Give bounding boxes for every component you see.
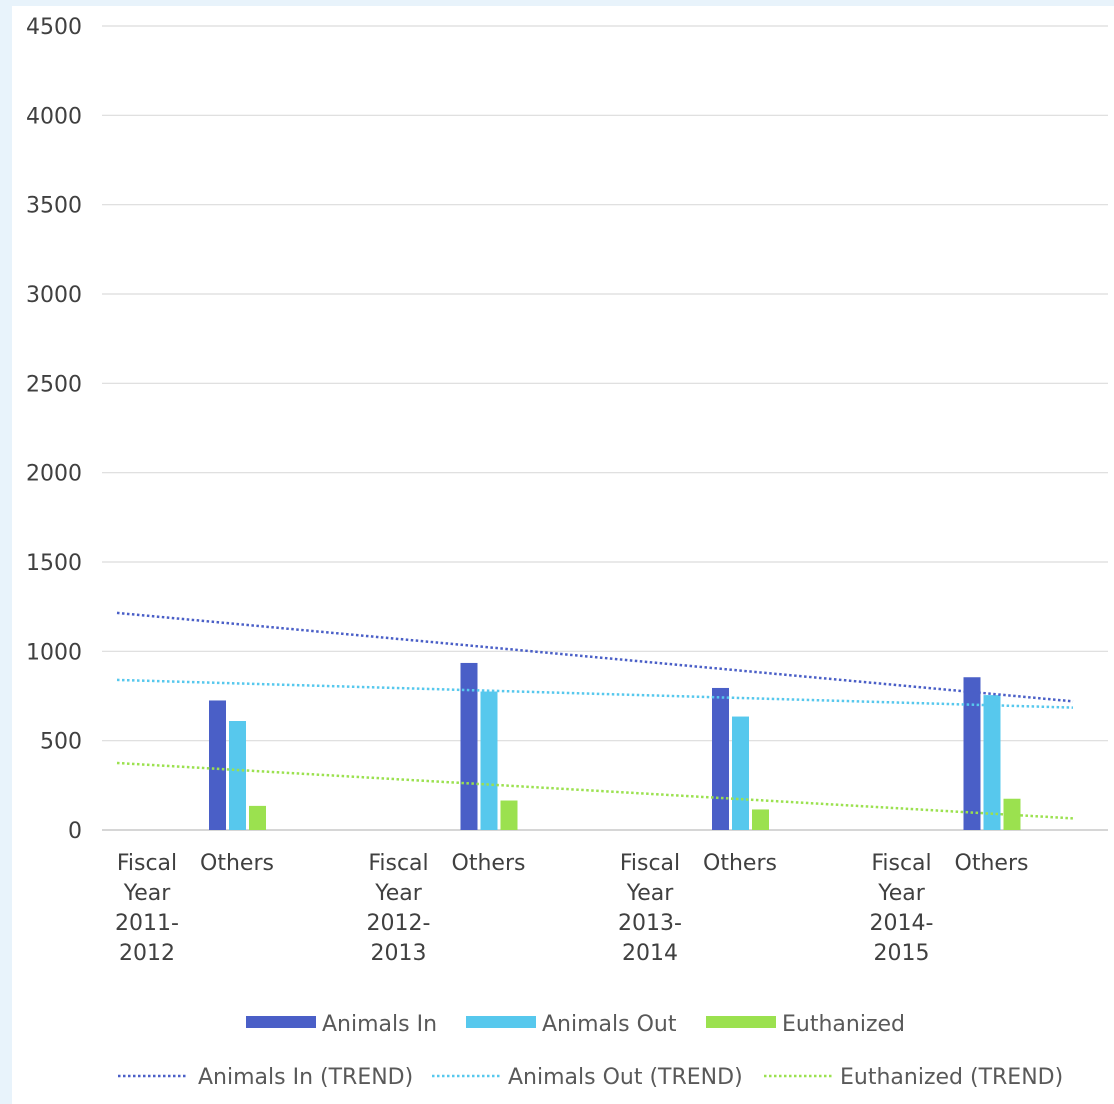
x-group-label: Fiscal bbox=[871, 851, 931, 876]
legend-swatch-animals-in bbox=[246, 1016, 316, 1028]
chart-card: 0 500 1000 1500 2000 2500 3000 3500 4000 4500 Fisc… bbox=[12, 6, 1114, 1104]
legend-swatch-animals-out bbox=[466, 1016, 536, 1028]
x-group-label: Year bbox=[374, 881, 423, 906]
chart: 0 500 1000 1500 2000 2500 3000 3500 4000 4500 Fisc… bbox=[26, 15, 1108, 1090]
y-tick-label: 3000 bbox=[26, 283, 82, 308]
legend-label: Animals Out (TREND) bbox=[508, 1065, 743, 1090]
x-group-label: 2014- bbox=[870, 911, 934, 936]
bar-animals-in bbox=[712, 687, 729, 830]
x-subcategory-label: Others bbox=[452, 851, 526, 876]
x-group-label: Year bbox=[626, 881, 675, 906]
x-group-label: Year bbox=[123, 881, 172, 906]
legend-swatch-euthanized bbox=[706, 1016, 776, 1028]
bar-euthanized bbox=[500, 800, 518, 830]
x-group-label: Fiscal bbox=[620, 851, 680, 876]
legend-label: Euthanized bbox=[782, 1012, 905, 1037]
bar-animals-out bbox=[229, 721, 246, 830]
x-group-label: Year bbox=[877, 881, 926, 906]
y-tick-label: 2500 bbox=[26, 372, 82, 397]
x-group-label: 2013 bbox=[371, 941, 427, 966]
x-group-label: 2015 bbox=[874, 941, 930, 966]
x-group-label: Fiscal bbox=[368, 851, 428, 876]
x-group-label: 2013- bbox=[618, 911, 682, 936]
legend-label: Euthanized (TREND) bbox=[840, 1065, 1063, 1090]
x-group-label: Fiscal bbox=[117, 851, 177, 876]
bar-animals-out bbox=[983, 695, 1001, 830]
bar-animals-in bbox=[460, 662, 478, 830]
bar-animals-out bbox=[732, 716, 749, 830]
bar-animals-in bbox=[209, 700, 226, 830]
bar-animals-out bbox=[480, 691, 498, 830]
x-group-label: 2012- bbox=[367, 911, 431, 936]
y-tick-label: 500 bbox=[40, 730, 82, 755]
y-tick-label: 0 bbox=[68, 819, 82, 844]
x-group-label: 2012 bbox=[119, 941, 175, 966]
trend-line-animals-in-trend bbox=[116, 611, 1074, 703]
bar-euthanized bbox=[752, 809, 769, 830]
bar-animals-in bbox=[963, 677, 981, 830]
legend-label: Animals In bbox=[322, 1012, 437, 1037]
trend-line-animals-out-trend bbox=[116, 678, 1074, 709]
x-group-label: 2014 bbox=[622, 941, 678, 966]
y-tick-label: 4000 bbox=[26, 104, 82, 129]
x-subcategory-label: Others bbox=[703, 851, 777, 876]
x-group-label: 2011- bbox=[115, 911, 179, 936]
legend-label: Animals Out bbox=[542, 1012, 677, 1037]
y-tick-label: 4500 bbox=[26, 15, 82, 40]
x-subcategory-label: Others bbox=[955, 851, 1029, 876]
y-tick-label: 3500 bbox=[26, 194, 82, 219]
y-tick-label: 2000 bbox=[26, 462, 82, 487]
x-subcategory-label: Others bbox=[200, 851, 274, 876]
y-tick-label: 1000 bbox=[26, 640, 82, 665]
y-tick-label: 1500 bbox=[26, 551, 82, 576]
bar-euthanized bbox=[249, 805, 266, 830]
legend-label: Animals In (TREND) bbox=[198, 1065, 413, 1090]
